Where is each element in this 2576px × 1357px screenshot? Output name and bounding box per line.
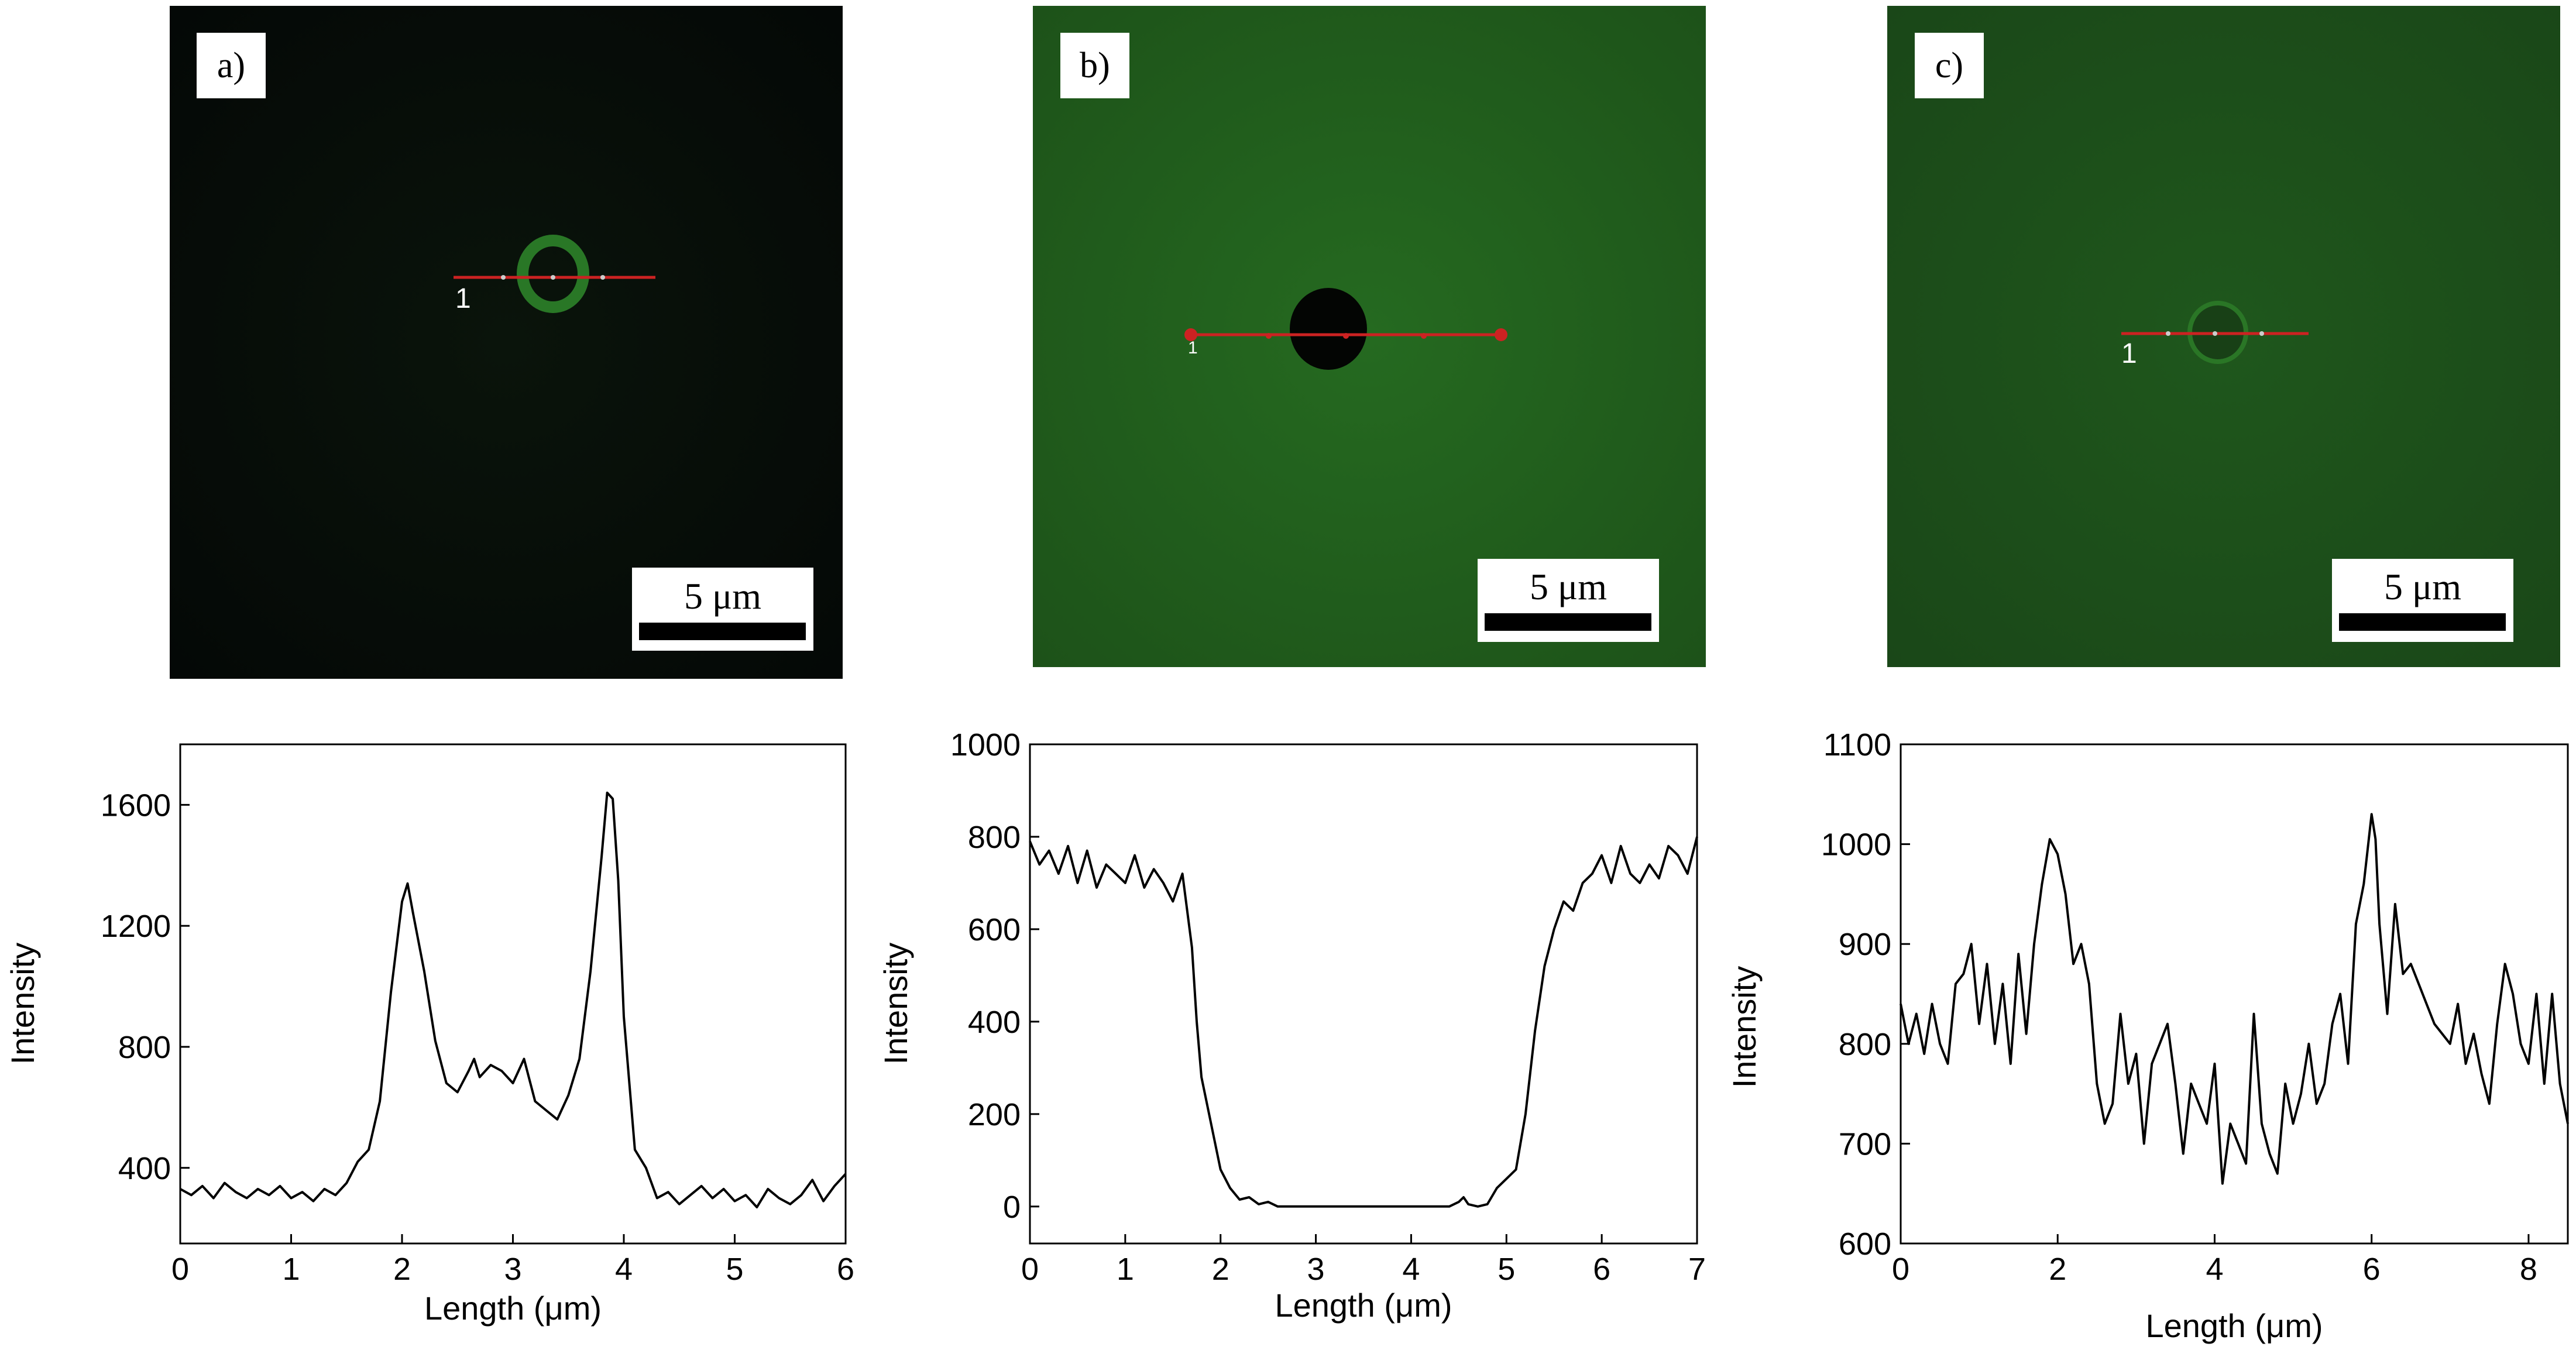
y-tick-label: 700: [1839, 1126, 1891, 1162]
profile-node: [1343, 333, 1349, 339]
x-tick-label: 0: [1892, 1252, 1909, 1287]
intensity-profile-chart-c: 0 2 4 6 8 600 700 800 900 1000 1100 Length (μm) Inte…: [1726, 727, 2569, 1344]
x-tick-label: 6: [1593, 1252, 1610, 1287]
dark-particle-b: [1290, 288, 1367, 370]
y-axis-label: Intensity: [1726, 966, 1763, 1088]
y-tick-label: 800: [1839, 1027, 1891, 1062]
x-tick-label: 0: [171, 1252, 189, 1287]
x-axis-label: Length (μm): [2145, 1307, 2323, 1344]
y-tick-label: 900: [1839, 927, 1891, 962]
y-tick-label: 800: [118, 1030, 171, 1065]
x-tick-label: 5: [1497, 1252, 1515, 1287]
y-axis-label: Intensity: [4, 943, 41, 1065]
x-tick-label: 5: [726, 1252, 743, 1287]
x-tick-label: 8: [2520, 1252, 2537, 1287]
y-tick-label: 1100: [1823, 727, 1891, 762]
x-tick-label: 6: [2363, 1252, 2381, 1287]
line-marker-a: 1: [455, 283, 471, 314]
profile-node: [2259, 331, 2264, 336]
scale-bar-label-a: 5 μm: [684, 575, 761, 617]
micrograph-b: 1 b) 5 μm: [1033, 6, 1706, 667]
y-tick-label: 400: [968, 1005, 1021, 1040]
panel-label-box-b: [1060, 33, 1129, 98]
micrograph-a: 1 a) 5 μm: [170, 6, 843, 679]
scale-bar-label-c: 5 μm: [2384, 566, 2461, 607]
panel-label-box-c: [1915, 33, 1984, 98]
line-marker-c: 1: [2121, 338, 2137, 369]
x-tick-label: 2: [393, 1252, 411, 1287]
profile-endpoint: [1184, 328, 1197, 341]
panel-label-b: b): [1080, 46, 1110, 85]
y-tick-label: 1200: [101, 909, 171, 944]
intensity-profile-chart-a: 0 1 2 3 4 5 6 400 800 1200 1600 Length (μm) Intensit…: [4, 743, 854, 1327]
y-tick-label: 200: [968, 1097, 1021, 1132]
x-tick-label: 1: [1117, 1252, 1134, 1287]
y-tick-label: 0: [1003, 1190, 1021, 1225]
x-axis-label: Length (μm): [1275, 1287, 1452, 1324]
x-tick-label: 4: [2206, 1252, 2223, 1287]
profile-node: [551, 275, 555, 280]
panel-label-c: c): [1935, 46, 1963, 85]
profile-node: [2166, 331, 2170, 336]
plot-frame: [1029, 743, 1698, 1245]
y-tick-label: 1000: [1821, 827, 1891, 863]
micrograph-b-background: [1033, 6, 1706, 667]
y-tick-label: 1600: [101, 788, 171, 823]
intensity-profile-chart-b: 0 1 2 3 4 5 6 7 0 200 400 600 800 1000 Length (μm) Inte…: [877, 727, 1706, 1324]
scale-bar-a: [639, 623, 806, 640]
y-tick-label: 1000: [950, 727, 1021, 762]
x-tick-label: 1: [282, 1252, 300, 1287]
x-tick-label: 0: [1021, 1252, 1039, 1287]
intensity-series-line: [1029, 836, 1698, 1208]
profile-node: [600, 275, 605, 280]
profile-node: [1266, 333, 1272, 339]
plot-frame: [1900, 743, 2569, 1245]
x-tick-label: 6: [837, 1252, 854, 1287]
y-tick-label: 600: [968, 912, 1021, 947]
y-tick-label: 800: [968, 820, 1021, 855]
panel-label-a: a): [217, 46, 245, 85]
intensity-series-line: [1900, 813, 2569, 1185]
micrograph-c: 1 c) 5 μm: [1887, 6, 2560, 667]
y-tick-label: 600: [1839, 1227, 1891, 1262]
intensity-series-line: [180, 791, 847, 1208]
plot-frame: [179, 743, 847, 1245]
x-tick-label: 3: [504, 1252, 521, 1287]
panel-label-box-a: [197, 33, 266, 98]
x-tick-label: 7: [1688, 1252, 1706, 1287]
x-tick-label: 2: [2049, 1252, 2066, 1287]
scale-bar-c: [2339, 613, 2506, 631]
line-marker-b: 1: [1188, 338, 1198, 358]
profile-node: [1421, 333, 1427, 339]
x-axis-label: Length (μm): [424, 1290, 602, 1327]
profile-node: [501, 275, 506, 280]
profile-node: [2213, 331, 2217, 336]
x-tick-label: 2: [1212, 1252, 1229, 1287]
micrograph-a-background: [170, 6, 843, 679]
y-tick-label: 400: [118, 1151, 171, 1186]
x-tick-label: 4: [615, 1252, 633, 1287]
x-tick-label: 3: [1307, 1252, 1325, 1287]
profile-endpoint: [1495, 328, 1507, 341]
scale-bar-b: [1485, 613, 1651, 631]
x-tick-label: 4: [1402, 1252, 1420, 1287]
scale-bar-label-b: 5 μm: [1530, 566, 1607, 607]
fluorescent-ring-a: [517, 235, 589, 313]
y-axis-label: Intensity: [877, 943, 914, 1065]
